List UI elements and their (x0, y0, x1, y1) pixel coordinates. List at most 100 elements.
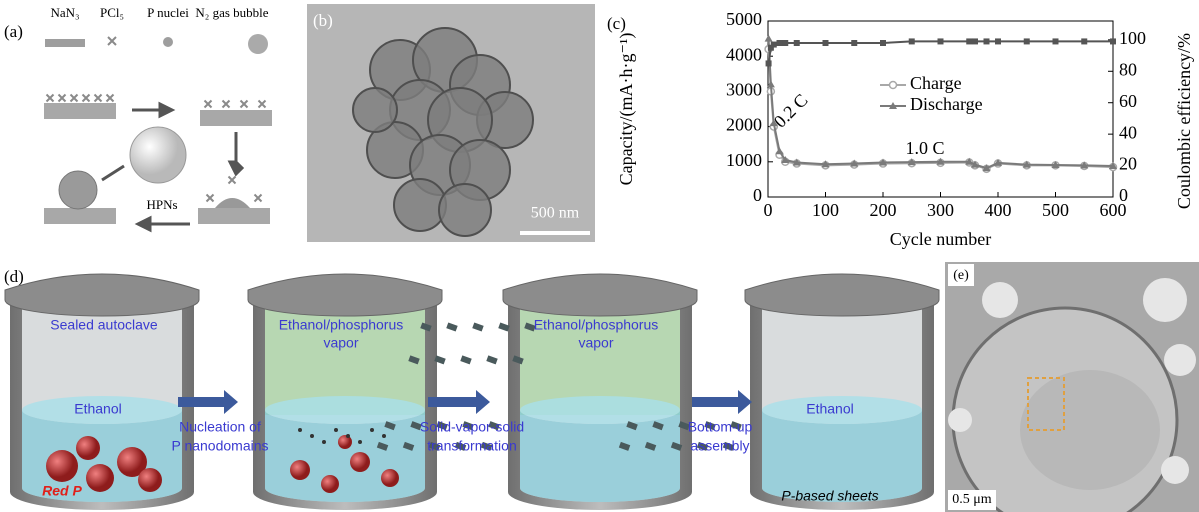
legend-text: Charge (910, 73, 962, 93)
legend-marker (890, 82, 897, 89)
autoclave (248, 274, 442, 510)
x-tick-label: 0 (764, 200, 773, 220)
x-tick-label: 200 (870, 200, 897, 220)
pcl5-icon (59, 95, 66, 102)
product-label: P-based sheets (781, 488, 878, 504)
flake (982, 282, 1018, 318)
y2-tick-label: 40 (1119, 122, 1137, 142)
red-p (338, 435, 352, 449)
pcl5-icon (107, 95, 114, 102)
vessel-label: Sealed autoclave (50, 317, 158, 333)
vessel-label: vapor (578, 335, 613, 351)
y-tick-label: 2000 (726, 115, 762, 135)
point (1081, 38, 1087, 44)
y2-tick-label: 80 (1119, 59, 1137, 79)
nanodomain (370, 428, 374, 432)
nanodomain (382, 434, 386, 438)
pcl5-icon (83, 95, 90, 102)
lid (503, 274, 697, 316)
y-tick-label: 0 (753, 185, 762, 205)
panel-label: (b) (313, 11, 333, 30)
particle (353, 88, 397, 132)
point (972, 38, 978, 44)
autoclave (5, 274, 199, 510)
nanodomain (298, 428, 302, 432)
hpn-sphere (59, 171, 97, 209)
panel-label: (c) (607, 14, 626, 33)
point (771, 42, 777, 48)
panel-label: (a) (4, 22, 23, 41)
particle (394, 179, 446, 231)
step-label: assembly (690, 438, 749, 454)
y2-tick-label: 0 (1119, 185, 1128, 205)
arrow (102, 166, 124, 180)
nanodomain (334, 428, 338, 432)
y-tick-label: 3000 (726, 80, 762, 100)
legend-text: PCl₅ (100, 5, 124, 20)
sheet (460, 355, 471, 364)
substrate (198, 208, 270, 224)
product-label: HPNs (146, 197, 177, 212)
vessel-label: Ethanol (74, 401, 121, 417)
pcl5-icon (229, 177, 236, 184)
point (1053, 38, 1059, 44)
red-p (381, 469, 399, 487)
point (1024, 38, 1030, 44)
pcl5-icon (255, 195, 262, 202)
hpn-large (130, 127, 186, 183)
x-axis-title: Cycle number (890, 229, 991, 249)
annotation: 1.0 C (905, 138, 944, 158)
point (909, 38, 915, 44)
step-label: Bottom-up (688, 419, 753, 435)
lid (745, 274, 939, 316)
y-tick-label: 5000 (726, 9, 762, 29)
step-label: P nanodomains (171, 438, 268, 454)
nan3-icon (45, 39, 85, 47)
y-tick-label: 4000 (726, 44, 762, 64)
x-tick-label: 300 (927, 200, 954, 220)
y2-tick-label: 100 (1119, 28, 1146, 48)
point (765, 35, 773, 42)
substrate (200, 110, 272, 126)
pcl5-icon (241, 101, 248, 108)
red-p (290, 460, 310, 480)
red-p (46, 450, 78, 482)
flake (948, 408, 972, 432)
point (938, 38, 944, 44)
pcl5-icon (95, 95, 102, 102)
nuclei-icon (163, 37, 173, 47)
sheet (486, 355, 497, 364)
legend-text: P nuclei (147, 5, 189, 20)
liquid-surface (265, 396, 425, 424)
step-label: Nucleation of (179, 419, 261, 435)
y-axis-title: Capacity/(mA·h·g⁻¹) (616, 33, 637, 186)
point (766, 60, 772, 66)
pcl5-icon (108, 37, 116, 45)
scale-bar-label: 500 nm (531, 205, 580, 222)
step-label: transformation (427, 438, 516, 454)
vessel-label: vapor (323, 335, 358, 351)
pcl5-icon (71, 95, 78, 102)
y-tick-label: 1000 (726, 150, 762, 170)
arrow (132, 104, 172, 116)
point (851, 40, 857, 46)
y2-axis-title: Coulombic efficiency/% (1174, 33, 1194, 209)
point (823, 40, 829, 46)
vessel-label: Ethanol/phosphorus (279, 317, 404, 333)
lid (5, 274, 199, 316)
scale-bar-label: 0.5 μm (952, 492, 992, 507)
red-p (350, 452, 370, 472)
point (984, 38, 990, 44)
point (995, 38, 1001, 44)
pcl5-icon (205, 101, 212, 108)
figure: (a)NaN₃PCl₅P nucleiN₂ gas bubbleHPNs(b)5… (0, 0, 1199, 512)
point (777, 40, 783, 46)
liquid-surface (520, 396, 680, 424)
red-p (76, 436, 100, 460)
panel-label: (e) (953, 268, 969, 283)
arrow (138, 218, 190, 230)
series-line (769, 41, 1113, 63)
vessel-label: Ethanol (806, 401, 853, 417)
red-p-label: Red P (42, 483, 82, 499)
substrate (44, 208, 116, 224)
